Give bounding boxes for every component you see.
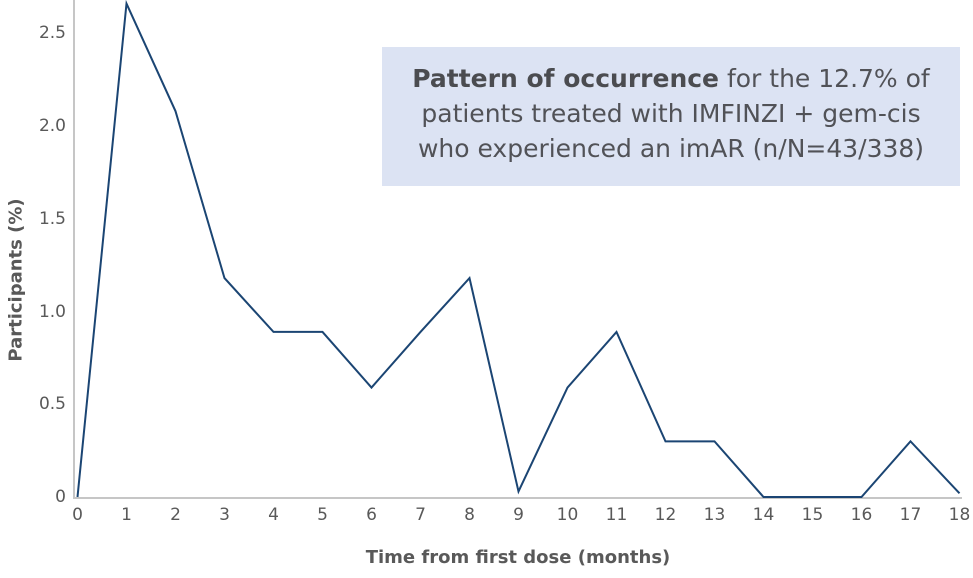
x-tick-label: 15 (801, 505, 824, 525)
x-tick-label: 0 (72, 505, 83, 525)
x-tick-label: 11 (605, 505, 628, 525)
annotation-box: Pattern of occurrence for the 12.7% of p… (382, 47, 960, 186)
x-tick-label: 18 (948, 505, 971, 525)
annotation-line-1: Pattern of occurrence for the 12.7% of (382, 61, 960, 96)
x-axis-title: Time from first dose (months) (365, 547, 671, 568)
annotation-line-2: patients treated with IMFINZI + gem-cis (421, 99, 921, 128)
x-tick-label: 14 (752, 505, 775, 525)
x-tick-label: 4 (268, 505, 279, 525)
x-tick-label: 16 (850, 505, 873, 525)
x-tick-label: 6 (366, 505, 377, 525)
y-axis-title: Participants (%) (5, 198, 27, 362)
y-tick-label: 1.0 (38, 301, 66, 322)
x-tick-label: 9 (513, 505, 524, 525)
x-tick-label: 3 (219, 505, 230, 525)
x-tick-label: 1 (121, 505, 132, 525)
x-tick-label: 13 (703, 505, 726, 525)
x-tick-label: 17 (899, 505, 922, 525)
x-tick-label: 12 (654, 505, 677, 525)
y-tick-label: 0 (55, 487, 66, 507)
x-tick-label: 8 (464, 505, 475, 525)
y-tick-label: 0.5 (38, 394, 66, 415)
x-tick-label: 7 (415, 505, 426, 525)
y-tick-label: 2.5 (38, 23, 66, 44)
plot-line (76, 0, 961, 498)
annotation-line-1-rest: for the 12.7% of (719, 64, 930, 93)
y-tick-label: 2.0 (38, 116, 66, 136)
x-tick-label: 10 (556, 505, 579, 525)
x-tick-label: 2 (170, 505, 181, 525)
annotation-bold-text: Pattern of occurrence (412, 64, 720, 93)
annotation-line-3: who experienced an imAR (n/N=43/338) (417, 134, 925, 163)
x-tick-label: 5 (317, 505, 328, 525)
y-tick-label: 1.5 (38, 208, 66, 229)
